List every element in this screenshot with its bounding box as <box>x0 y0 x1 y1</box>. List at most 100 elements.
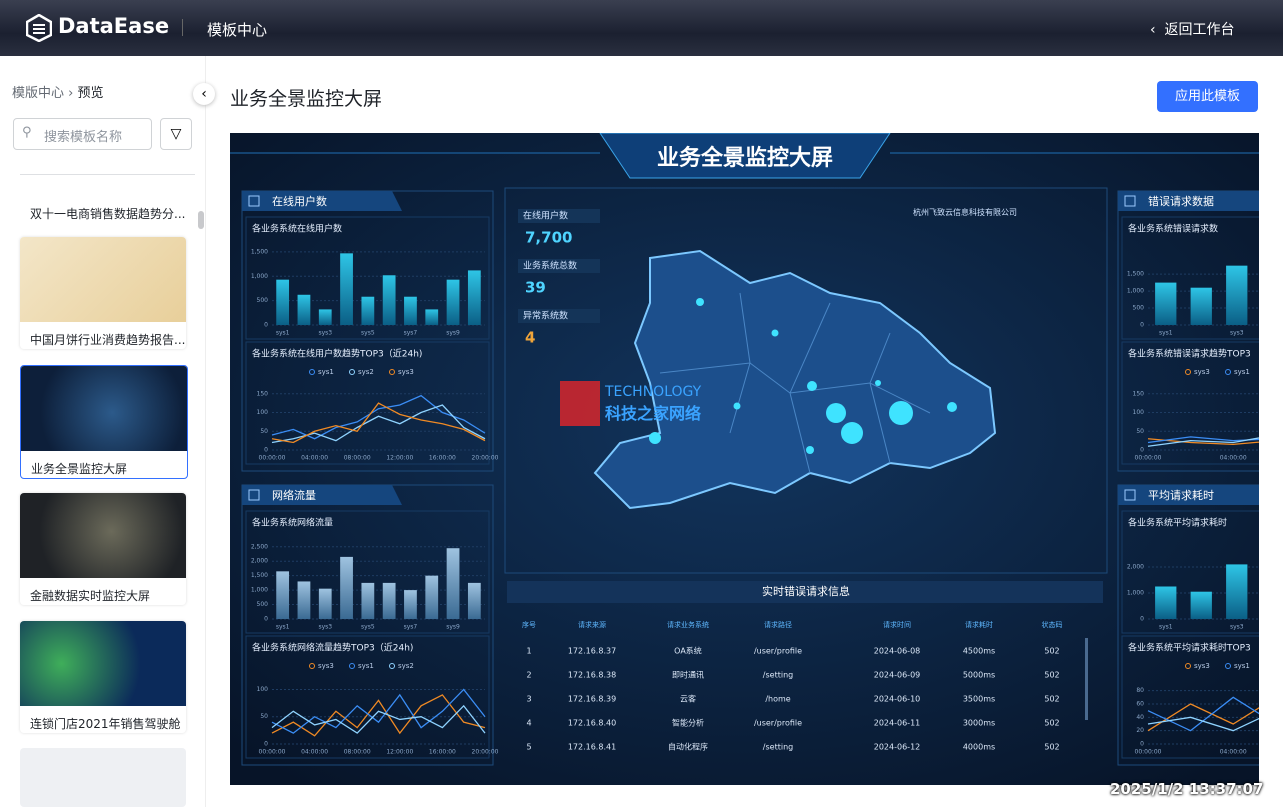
table-cell: 502 <box>1044 695 1059 704</box>
y-tick-label: 100 <box>257 409 269 416</box>
legend-label: sys3 <box>318 662 334 670</box>
legend-label: sys2 <box>398 662 414 670</box>
bar <box>425 309 439 325</box>
table-cell: 502 <box>1044 671 1059 680</box>
table-header: 请求业务系统 <box>667 620 709 629</box>
apply-button[interactable]: 应用此模板 <box>1157 81 1258 112</box>
template-name: 金融数据实时监控大屏 <box>30 589 151 603</box>
table-cell: 172.16.8.40 <box>568 719 616 728</box>
line-series <box>1147 716 1259 732</box>
y-tick-label: 150 <box>1133 390 1145 397</box>
template-card[interactable]: 双十一电商销售数据趋势分... <box>20 196 186 222</box>
table-cell: 502 <box>1044 719 1059 728</box>
template-card[interactable]: 中国月饼行业消费趋势报告... <box>20 237 186 349</box>
top-bar: DataEase 模板中心 ‹ 返回工作台 <box>0 0 1283 56</box>
y-tick-label: 1,000 <box>251 587 268 594</box>
filter-button[interactable]: ▽ <box>160 118 192 150</box>
x-tick-label: sys1 <box>276 330 290 337</box>
y-tick-label: 100 <box>257 686 269 693</box>
thumbnail <box>21 366 187 451</box>
chart-title: 各业务系统网络流量趋势TOP3（近24h) <box>252 642 413 654</box>
table-cell: 3500ms <box>963 695 995 704</box>
stat-label-bg <box>518 309 600 323</box>
bar <box>467 582 481 619</box>
legend-label: sys3 <box>398 368 414 376</box>
search-placeholder: 搜索模板名称 <box>44 130 123 145</box>
bar <box>425 575 439 619</box>
panel-title: 网络流量 <box>272 488 316 502</box>
bar <box>297 294 311 325</box>
y-tick-label: 1,000 <box>1127 288 1144 295</box>
y-tick-label: 40 <box>1136 714 1144 721</box>
x-tick-label: sys7 <box>404 330 418 337</box>
template-card-selected[interactable]: 业务全景监控大屏 <box>20 365 188 479</box>
y-tick-label: 0 <box>1140 447 1144 454</box>
y-tick-label: 2,000 <box>1127 564 1144 571</box>
bar <box>1226 564 1248 619</box>
x-tick-label: 00:00:00 <box>259 455 286 462</box>
timestamp: 2025/1/2 13:37:07 <box>1110 780 1264 798</box>
bar <box>276 279 290 325</box>
breadcrumb-link[interactable]: 模版中心 <box>12 86 65 101</box>
bar <box>1226 265 1248 325</box>
bar <box>446 279 460 325</box>
table-header: 请求耗时 <box>965 620 993 629</box>
chart-box <box>1121 341 1259 465</box>
thumbnail <box>20 621 186 706</box>
table-cell: 2024-06-09 <box>874 671 921 680</box>
legend-label: sys1 <box>1234 368 1250 376</box>
template-card[interactable]: 金融数据实时监控大屏 <box>20 493 186 605</box>
line-series <box>1147 437 1259 447</box>
y-tick-label: 0 <box>1140 741 1144 748</box>
table-scrollbar <box>1085 638 1088 720</box>
scrollbar <box>198 211 204 229</box>
search-icon: ⚲ <box>22 125 32 140</box>
back-link[interactable]: ‹ 返回工作台 <box>1150 22 1235 38</box>
legend-label: sys3 <box>1194 368 1210 376</box>
x-tick-label: 04:00:00 <box>1220 455 1247 462</box>
y-tick-label: 0 <box>264 322 268 329</box>
panel-icon <box>248 195 260 207</box>
table-cell: 2024-06-12 <box>874 743 921 752</box>
bar <box>382 582 396 619</box>
back-text: 返回工作台 <box>1164 22 1235 38</box>
x-tick-label: 12:00:00 <box>386 749 413 756</box>
logo-text: DataEase <box>58 14 170 38</box>
table-cell: 172.16.8.41 <box>568 743 616 752</box>
panel-title: 错误请求数据 <box>1148 194 1214 208</box>
x-tick-label: 04:00:00 <box>1220 749 1247 756</box>
sidebar: 模版中心 › 预览 ⚲ 搜索模板名称 ▽ 双十一电商销售数据趋势分... 中国月饼… <box>0 56 206 807</box>
breadcrumb-current: 预览 <box>77 86 104 101</box>
table-cell: 智能分析 <box>672 718 704 728</box>
x-tick-label: 20:00:00 <box>472 455 499 462</box>
y-tick-label: 0 <box>1140 322 1144 329</box>
x-tick-label: sys9 <box>446 624 460 631</box>
template-name: 双十一电商销售数据趋势分... <box>30 207 186 221</box>
x-tick-label: sys3 <box>318 624 332 631</box>
bar <box>446 548 460 619</box>
chart-box <box>245 510 490 634</box>
chart-box <box>245 216 490 340</box>
x-tick-label: 00:00:00 <box>1135 749 1162 756</box>
bar <box>1155 586 1177 619</box>
chart-title: 各业务系统错误请求数 <box>1128 223 1218 235</box>
x-tick-label: sys5 <box>361 624 375 631</box>
x-tick-label: 08:00:00 <box>344 455 371 462</box>
collapse-button[interactable]: ‹ <box>193 83 215 105</box>
table-header: 状态码 <box>1042 620 1063 629</box>
table-cell: 2 <box>526 671 531 680</box>
panel-icon <box>1124 489 1136 501</box>
table-cell: /setting <box>763 671 793 680</box>
table-cell: 2024-06-08 <box>874 647 921 656</box>
y-tick-label: 60 <box>1136 701 1144 708</box>
legend-marker <box>1225 369 1231 375</box>
bar <box>1190 591 1212 619</box>
panel-title: 在线用户数 <box>272 194 327 208</box>
template-card[interactable]: 连锁门店2021年销售驾驶舱 <box>20 621 186 733</box>
search-box[interactable]: ⚲ 搜索模板名称 <box>13 118 152 150</box>
y-tick-label: 150 <box>257 390 269 397</box>
line-series <box>1147 696 1259 732</box>
x-tick-label: sys3 <box>318 330 332 337</box>
template-card[interactable] <box>20 748 186 807</box>
